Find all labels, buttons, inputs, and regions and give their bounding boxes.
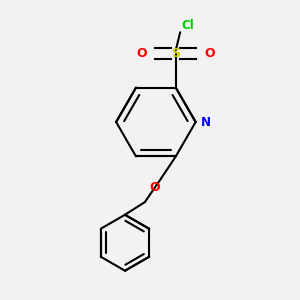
Text: Cl: Cl: [182, 19, 194, 32]
Text: N: N: [201, 116, 211, 128]
Text: S: S: [171, 47, 180, 60]
Text: O: O: [149, 181, 160, 194]
Text: O: O: [136, 47, 147, 60]
Text: O: O: [204, 47, 215, 60]
